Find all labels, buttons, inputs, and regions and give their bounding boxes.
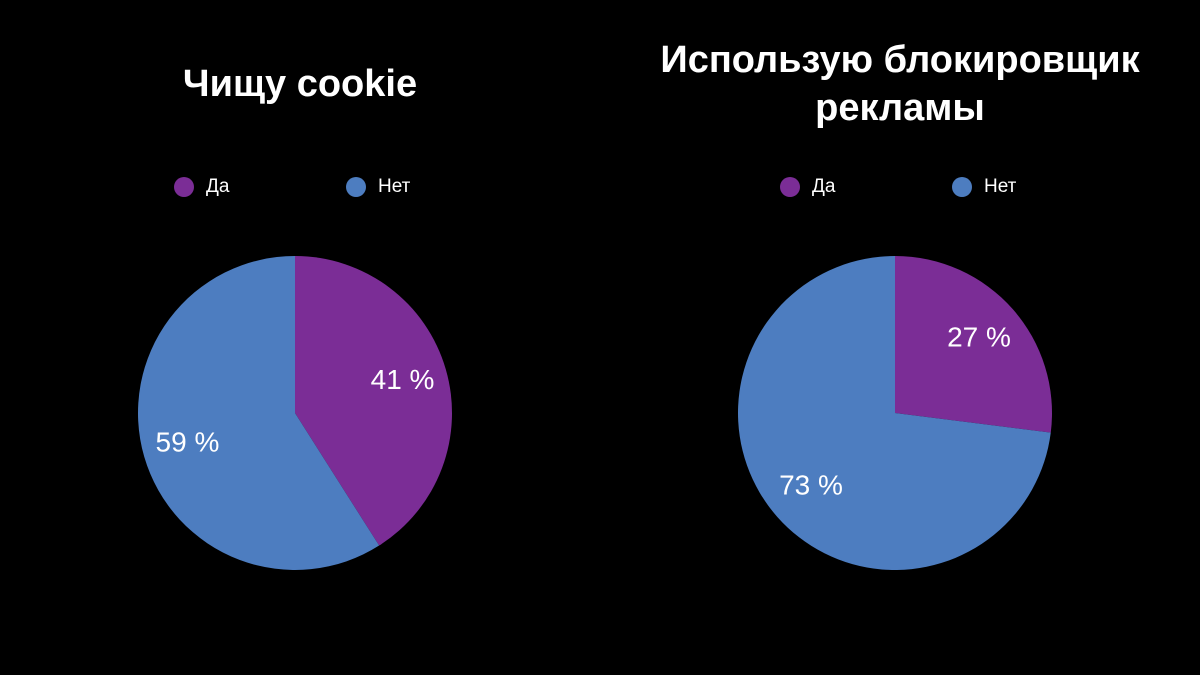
legend-item-no: Нет	[952, 172, 1016, 202]
legend-swatch-no	[346, 177, 366, 197]
slice-label-no: 73 %	[779, 469, 843, 500]
pie-slice-no	[738, 256, 1051, 570]
pie-slice-yes	[295, 256, 453, 546]
pie-chart: 27 % 73 %	[738, 256, 1052, 570]
legend-swatch-no	[952, 177, 972, 197]
slice-label-yes: 27 %	[947, 321, 1011, 352]
legend-label-yes: Да	[206, 176, 230, 197]
legend-item-yes: Да	[780, 172, 835, 202]
legend-swatch-yes	[780, 177, 800, 197]
chart-cookie: Чищу cookie Да Нет 41 % 59 %	[0, 63, 600, 570]
slice-label-no: 59 %	[156, 427, 220, 458]
chart-legend: Да Нет	[0, 172, 600, 202]
legend-swatch-yes	[174, 177, 194, 197]
pie-slice-yes	[895, 256, 1052, 433]
legend-label-yes: Да	[812, 176, 836, 197]
legend-label-no: Нет	[984, 176, 1017, 197]
legend-item-no: Нет	[346, 172, 410, 202]
pie-chart: 41 % 59 %	[138, 256, 453, 570]
chart-legend: Да Нет	[600, 172, 1200, 202]
legend-item-yes: Да	[174, 172, 229, 202]
chart-title: Чищу cookie	[182, 63, 418, 105]
chart-adblock: Использую блокировщик рекламы Да Нет 27 …	[600, 0, 1200, 675]
pie-slice-no	[138, 256, 380, 570]
legend-label-no: Нет	[378, 176, 411, 197]
chart-title: Использую блокировщик рекламы	[660, 39, 1140, 129]
slice-label-yes: 41 %	[371, 364, 435, 395]
